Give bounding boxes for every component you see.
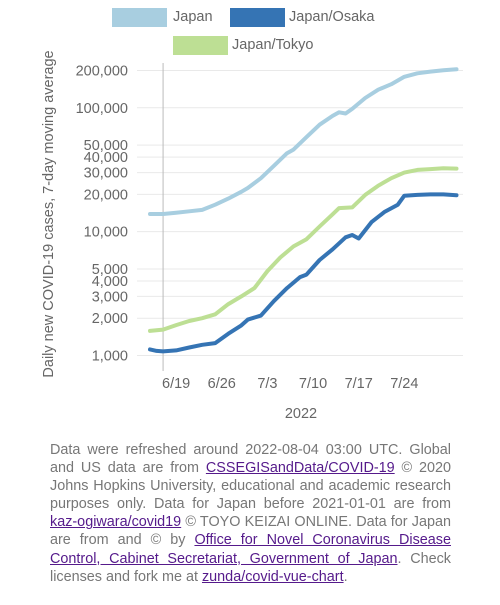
toyo-keizai-data-link[interactable]: kaz-ogiwara/covid19 (50, 514, 182, 531)
y-tick-label: 5,000 (92, 262, 128, 278)
legend-label-japan-osaka[interactable]: Japan/Osaka (289, 9, 375, 25)
legend-swatch-japan[interactable] (112, 8, 167, 27)
legend-swatch-japan-osaka[interactable] (230, 8, 285, 27)
x-tick-label: 6/26 (208, 376, 236, 392)
series-line-japan-tokyo (148, 166, 459, 333)
jhu-data-link[interactable]: CSSEGISandData/COVID-19 (205, 460, 395, 477)
notice-text-3: © TOYO KEIZAI ONLINE. Data for Japan are… (50, 514, 451, 549)
y-tick-label: 200,000 (76, 64, 128, 80)
legend[interactable]: Japan Japan/Osaka Japan/Tokyo (112, 8, 375, 55)
chart: Japan Japan/Osaka Japan/Tokyo 1,000 2,000 3,… (41, 8, 463, 422)
x-axis-ticks: 6/19 6/26 7/3 7/10 7/17 7/24 (162, 376, 418, 392)
x-axis-label: 2022 (285, 406, 317, 422)
series-line-japan (148, 67, 459, 216)
x-tick-label: 6/19 (162, 376, 190, 392)
legend-label-japan[interactable]: Japan (173, 9, 213, 25)
legend-swatch-japan-tokyo[interactable] (173, 36, 228, 55)
y-tick-label: 30,000 (84, 166, 128, 182)
notice-text-5: . (343, 568, 348, 585)
government-source-link[interactable]: Office for Novel Coronavirus Disease Con… (50, 532, 451, 567)
legend-label-japan-tokyo[interactable]: Japan/Tokyo (232, 37, 313, 53)
series-line-japan-osaka (148, 192, 459, 354)
y-tick-label: 4,000 (92, 274, 128, 290)
y-tick-label: 100,000 (76, 101, 128, 117)
x-tick-label: 7/10 (299, 376, 327, 392)
notice-text-2: © 2020 Johns Hopkins University, educati… (50, 460, 451, 513)
data-source-notice: Data were refreshed around 2022-08-04 03… (50, 441, 451, 586)
y-tick-label: 3,000 (92, 289, 128, 305)
notice-text-4: . Check licenses and fork me at (50, 550, 451, 585)
repository-link[interactable]: zunda/covid-vue-chart (201, 568, 344, 585)
x-tick-label: 7/17 (345, 376, 373, 392)
y-tick-label: 2,000 (92, 311, 128, 327)
y-tick-label: 50,000 (84, 138, 128, 154)
grid (137, 70, 463, 357)
series-layer (148, 67, 459, 354)
y-tick-label: 10,000 (84, 225, 128, 241)
y-tick-label: 1,000 (92, 349, 128, 365)
x-tick-label: 7/24 (390, 376, 418, 392)
notice-text-1: Data were refreshed around 2022-08-04 03… (50, 442, 451, 477)
x-tick-label: 7/3 (257, 376, 277, 392)
y-tick-label: 20,000 (84, 187, 128, 203)
y-tick-label: 40,000 (84, 150, 128, 166)
y-axis-label: Daily new COVID-19 cases, 7-day moving a… (41, 50, 57, 377)
